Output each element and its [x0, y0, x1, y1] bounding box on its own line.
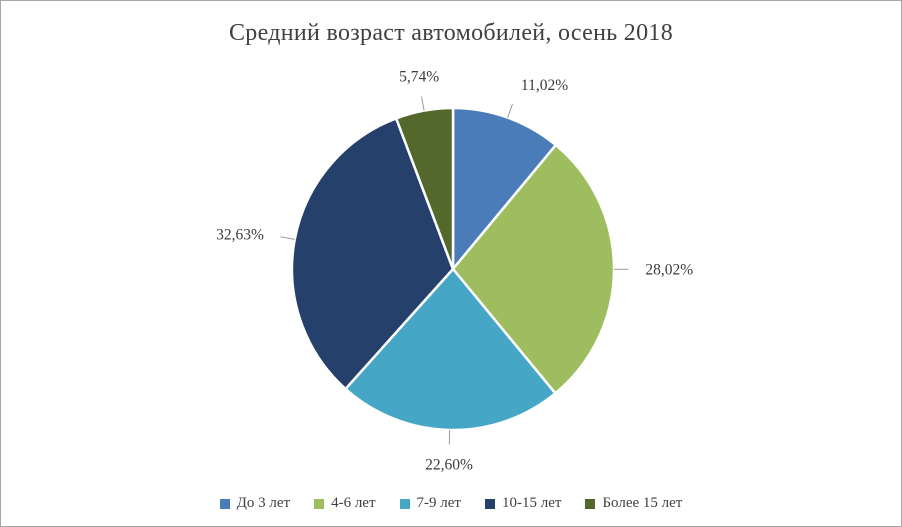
legend-marker — [484, 498, 495, 509]
pie-slice-2 — [343, 267, 558, 432]
legend-marker — [314, 498, 325, 509]
legend-marker — [219, 498, 230, 509]
pie-slice-1 — [451, 143, 616, 396]
chart-title: Средний возраст автомобилей, осень 2018 — [228, 20, 674, 46]
legend-item-2: 7-9 лет — [399, 495, 461, 512]
leader-line — [280, 236, 295, 240]
legend-item-4: Более 15 лет — [585, 495, 682, 512]
data-label: 5,74% — [399, 69, 439, 86]
chart-legend: До 3 лет 4-6 лет 7-9 лет 10-15 лет Более 15 … — [1, 495, 901, 512]
legend-item-1: 4-6 лет — [314, 495, 376, 512]
legend-item-0: До 3 лет — [219, 495, 291, 512]
leader-line — [507, 103, 513, 118]
legend-item-3: 10-15 лет — [484, 495, 562, 512]
pie-slice-4 — [394, 106, 455, 270]
pie-chart: 11,02% 28,02% 22,60% 32,63% 5,74% — [216, 69, 693, 474]
legend-label: 7-9 лет — [416, 495, 461, 511]
legend-label: Более 15 лет — [602, 495, 683, 511]
legend-label: До 3 лет — [236, 495, 291, 511]
data-label: 28,02% — [645, 261, 693, 278]
data-label: 32,63% — [216, 226, 264, 243]
legend-label: 10-15 лет — [501, 495, 562, 511]
data-label: 22,60% — [425, 456, 473, 473]
legend-label: 4-6 лет — [331, 495, 376, 511]
pie-slice-0 — [451, 106, 558, 273]
leader-line — [421, 96, 425, 111]
data-label: 11,02% — [521, 77, 568, 94]
legend-marker — [399, 498, 410, 509]
legend-marker — [585, 498, 596, 509]
